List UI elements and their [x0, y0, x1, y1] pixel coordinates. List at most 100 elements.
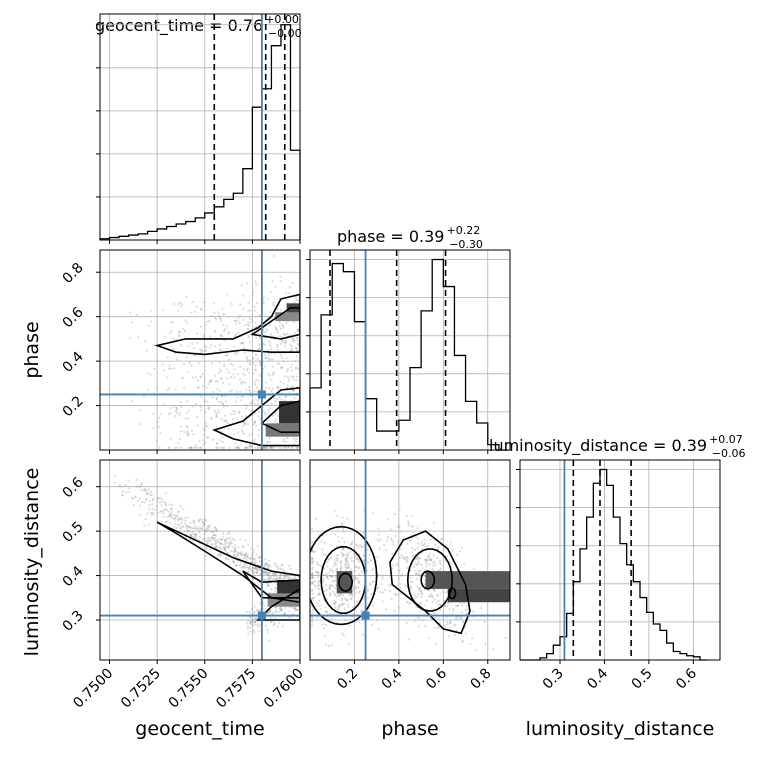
sample-point [178, 330, 181, 334]
sample-point [225, 347, 228, 350]
sample-point [189, 446, 193, 449]
sample-point [416, 585, 419, 588]
sample-point [270, 576, 273, 579]
sample-point [253, 557, 256, 561]
sample-point [264, 572, 267, 575]
sample-point [206, 436, 210, 439]
sample-point [211, 536, 214, 539]
sample-point [254, 424, 258, 427]
sample-point [325, 610, 328, 613]
sample-point [318, 563, 321, 566]
sample-point [240, 381, 243, 384]
sample-point [370, 568, 374, 572]
sample-point [395, 563, 398, 567]
sample-point [278, 577, 281, 580]
sample-point [430, 618, 433, 621]
sample-point [193, 446, 196, 449]
sample-point [248, 446, 252, 449]
sample-point [212, 543, 215, 546]
sample-point [255, 553, 258, 556]
sample-point [231, 537, 234, 540]
sample-point [278, 396, 281, 399]
sample-point [401, 574, 404, 577]
sample-point [286, 437, 289, 440]
sample-point [446, 604, 449, 607]
sample-point [238, 551, 241, 555]
sample-point [340, 599, 343, 602]
sample-point [189, 533, 193, 537]
sample-point [428, 553, 431, 556]
sample-point [149, 373, 152, 377]
sample-point [229, 541, 232, 545]
x-tick-label: 0.6 [423, 665, 450, 692]
sample-point [249, 361, 252, 365]
sample-point [223, 546, 226, 549]
sample-point [275, 577, 278, 581]
sample-point [272, 624, 275, 627]
sample-point [335, 595, 338, 598]
y-tick-label: 0.5 [60, 519, 87, 546]
sample-point [246, 618, 250, 622]
sample-point [210, 544, 214, 547]
sample-point [169, 320, 173, 324]
sample-point [179, 400, 182, 403]
sample-point [416, 542, 420, 545]
sample-point [448, 607, 451, 611]
sample-point [252, 572, 255, 575]
sample-point [349, 593, 352, 597]
sample-point [285, 394, 288, 398]
sample-point [276, 398, 279, 401]
sample-point [268, 407, 272, 410]
sample-point [253, 440, 256, 443]
sample-point [389, 537, 393, 540]
sample-point [253, 620, 257, 623]
sample-point [340, 559, 343, 562]
x-tick-label: 0.8 [468, 666, 495, 693]
sample-point [283, 446, 287, 449]
sample-point [326, 565, 329, 568]
sample-point [289, 334, 292, 337]
sample-point [377, 540, 380, 543]
sample-point [215, 398, 218, 401]
sample-point [291, 375, 294, 378]
sample-point [237, 431, 240, 434]
sample-point [280, 356, 284, 359]
sample-point [159, 510, 162, 513]
sample-point [397, 606, 400, 609]
sample-point [288, 291, 291, 295]
sample-point [245, 369, 249, 372]
sample-point [244, 323, 247, 326]
sample-point [425, 545, 428, 548]
sample-point [257, 556, 260, 559]
sample-point [414, 535, 418, 538]
sample-point [223, 419, 226, 423]
sample-point [273, 586, 277, 589]
sample-point [195, 533, 198, 536]
sample-point [235, 400, 238, 403]
sample-point [279, 309, 283, 312]
sample-point [317, 584, 320, 587]
sample-point [202, 335, 206, 338]
sample-point [317, 575, 320, 579]
sample-point [394, 534, 397, 538]
sample-point [295, 336, 298, 340]
sample-point [409, 539, 412, 542]
sample-point [245, 552, 248, 555]
sample-point [401, 556, 404, 559]
sample-point [237, 446, 241, 449]
sample-point [213, 330, 217, 333]
sample-point [186, 516, 189, 519]
sample-point [321, 623, 325, 626]
sample-point [222, 543, 225, 546]
sample-point [346, 553, 349, 556]
sample-point [177, 524, 180, 527]
sample-point [250, 402, 253, 405]
sample-point [266, 349, 270, 352]
sample-point [197, 528, 200, 532]
sample-point [273, 254, 276, 258]
sample-point [328, 569, 332, 572]
sample-point [187, 529, 190, 533]
sample-point [125, 491, 128, 494]
sample-point [420, 589, 423, 592]
sample-point [276, 329, 279, 332]
